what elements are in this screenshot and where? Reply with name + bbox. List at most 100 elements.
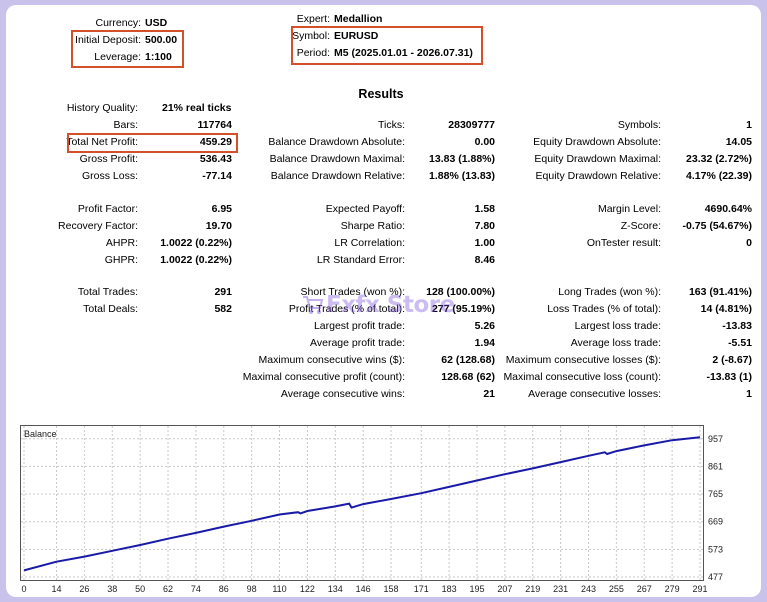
symbols-label: Symbols: — [617, 119, 661, 131]
bars-value: 117764 — [197, 119, 232, 131]
long-trades-label: Long Trades (won %): — [558, 286, 661, 298]
y-tick-label: 669 — [708, 517, 723, 527]
history-quality-value: 21% real ticks — [162, 102, 232, 114]
total-net-profit-value: 459.29 — [199, 136, 232, 148]
symbol-value: EURUSD — [334, 30, 379, 42]
balance-dd-max-label: Balance Drawdown Maximal: — [269, 153, 405, 165]
profit-factor-value: 6.95 — [211, 203, 232, 215]
x-tick-label: 134 — [328, 584, 343, 594]
equity-dd-abs-label: Equity Drawdown Absolute: — [533, 136, 661, 148]
margin-level-label: Margin Level: — [597, 203, 661, 215]
ahpr-value: 1.0022 (0.22%) — [160, 237, 232, 249]
largest-loss-value: -13.83 — [722, 320, 752, 332]
x-tick-label: 279 — [665, 584, 680, 594]
equity-dd-max-label: Equity Drawdown Maximal: — [534, 153, 661, 165]
total-net-profit-label: Total Net Profit: — [66, 136, 138, 148]
x-tick-label: 255 — [609, 584, 624, 594]
x-tick-label: 158 — [384, 584, 399, 594]
history-quality-label: History Quality: — [66, 102, 138, 114]
maximal-consec-loss-label: Maximal consecutive loss (count): — [503, 371, 661, 383]
short-trades-value: 128 (100.00%) — [426, 286, 495, 298]
largest-loss-label: Largest loss trade: — [574, 320, 661, 332]
ontester-label: OnTester result: — [586, 237, 661, 249]
x-tick-label: 98 — [247, 584, 257, 594]
x-tick-label: 171 — [414, 584, 429, 594]
ghpr-value: 1.0022 (0.22%) — [160, 254, 232, 266]
x-tick-label: 110 — [272, 584, 286, 594]
max-consec-losses-label: Maximum consecutive losses ($): — [505, 354, 661, 366]
balance-dd-rel-value: 1.88% (13.83) — [429, 170, 495, 182]
average-profit-label: Average profit trade: — [310, 337, 405, 349]
net-profit-highlight-box — [67, 133, 238, 153]
lr-std-error-value: 8.46 — [474, 254, 495, 266]
balance-dd-rel-label: Balance Drawdown Relative: — [270, 170, 405, 182]
results-title: Results — [358, 87, 404, 101]
x-tick-label: 195 — [469, 584, 484, 594]
avg-consec-wins-value: 21 — [483, 388, 495, 400]
profit-factor-label: Profit Factor: — [77, 203, 138, 215]
leverage-label: Leverage: — [94, 51, 141, 63]
sharpe-ratio-label: Sharpe Ratio: — [340, 220, 405, 232]
x-tick-label: 183 — [442, 584, 457, 594]
expected-payoff-label: Expected Payoff: — [325, 203, 405, 215]
x-tick-label: 14 — [52, 584, 62, 594]
profit-trades-value: 277 (95.19%) — [431, 303, 495, 315]
z-score-value: -0.75 (54.67%) — [682, 220, 752, 232]
balance-line — [23, 436, 701, 572]
ontester-value: 0 — [746, 237, 752, 249]
equity-dd-max-value: 23.32 (2.72%) — [686, 153, 752, 165]
average-profit-value: 1.94 — [474, 337, 495, 349]
leverage-value: 1:100 — [145, 51, 172, 63]
lr-std-error-label: LR Standard Error: — [316, 254, 405, 266]
x-tick-label: 122 — [300, 584, 315, 594]
maximal-consec-profit-value: 128.68 (62) — [441, 371, 495, 383]
x-tick-label: 62 — [163, 584, 173, 594]
chart-plot-area — [20, 425, 704, 581]
x-tick-label: 26 — [79, 584, 89, 594]
symbol-highlight-box — [291, 26, 483, 65]
z-score-label: Z-Score: — [620, 220, 661, 232]
lr-correlation-value: 1.00 — [474, 237, 495, 249]
total-trades-label: Total Trades: — [77, 286, 138, 298]
y-tick-label: 861 — [708, 461, 723, 471]
period-value: M5 (2025.01.01 - 2026.07.31) — [334, 47, 473, 59]
period-label: Period: — [296, 47, 330, 59]
x-tick-label: 243 — [581, 584, 596, 594]
max-consec-wins-label: Maximum consecutive wins ($): — [258, 354, 405, 366]
largest-profit-value: 5.26 — [474, 320, 495, 332]
expert-value: Medallion — [334, 13, 383, 25]
total-deals-label: Total Deals: — [83, 303, 138, 315]
lr-correlation-label: LR Correlation: — [334, 237, 405, 249]
equity-dd-abs-value: 14.05 — [725, 136, 752, 148]
sharpe-ratio-value: 7.80 — [474, 220, 495, 232]
chart-title: Balance — [24, 429, 57, 439]
y-tick-label: 765 — [708, 489, 723, 499]
expert-label: Expert: — [296, 13, 330, 25]
gross-profit-value: 536.43 — [199, 153, 232, 165]
x-tick-label: 267 — [637, 584, 652, 594]
gross-profit-label: Gross Profit: — [79, 153, 138, 165]
loss-trades-label: Loss Trades (% of total): — [547, 303, 661, 315]
margin-level-value: 4690.64% — [704, 203, 752, 215]
currency-label: Currency: — [95, 17, 141, 29]
equity-dd-rel-value: 4.17% (22.39) — [686, 170, 752, 182]
max-consec-losses-value: 2 (-8.67) — [712, 354, 752, 366]
report-panel: Currency: USD Initial Deposit: 500.00 Le… — [6, 5, 761, 597]
initial-deposit-value: 500.00 — [145, 34, 178, 46]
x-tick-label: 146 — [356, 584, 371, 594]
symbol-label: Symbol: — [292, 30, 330, 42]
ticks-value: 28309777 — [448, 119, 495, 131]
y-tick-label: 573 — [708, 544, 723, 554]
x-tick-label: 291 — [692, 584, 707, 594]
recovery-factor-label: Recovery Factor: — [58, 220, 138, 232]
recovery-factor-value: 19.70 — [205, 220, 232, 232]
balance-chart: 0 14 26 38 50 62 74 86 98 110 122 134 146 158 171 183 19… — [20, 425, 760, 597]
avg-consec-losses-value: 1 — [746, 388, 752, 400]
deposit-highlight-box — [71, 30, 184, 68]
balance-dd-abs-value: 0.00 — [474, 136, 495, 148]
avg-consec-losses-label: Average consecutive losses: — [528, 388, 661, 400]
ahpr-label: AHPR: — [105, 237, 138, 249]
average-loss-value: -5.51 — [728, 337, 752, 349]
x-tick-label: 50 — [135, 584, 145, 594]
gross-loss-label: Gross Loss: — [81, 170, 138, 182]
